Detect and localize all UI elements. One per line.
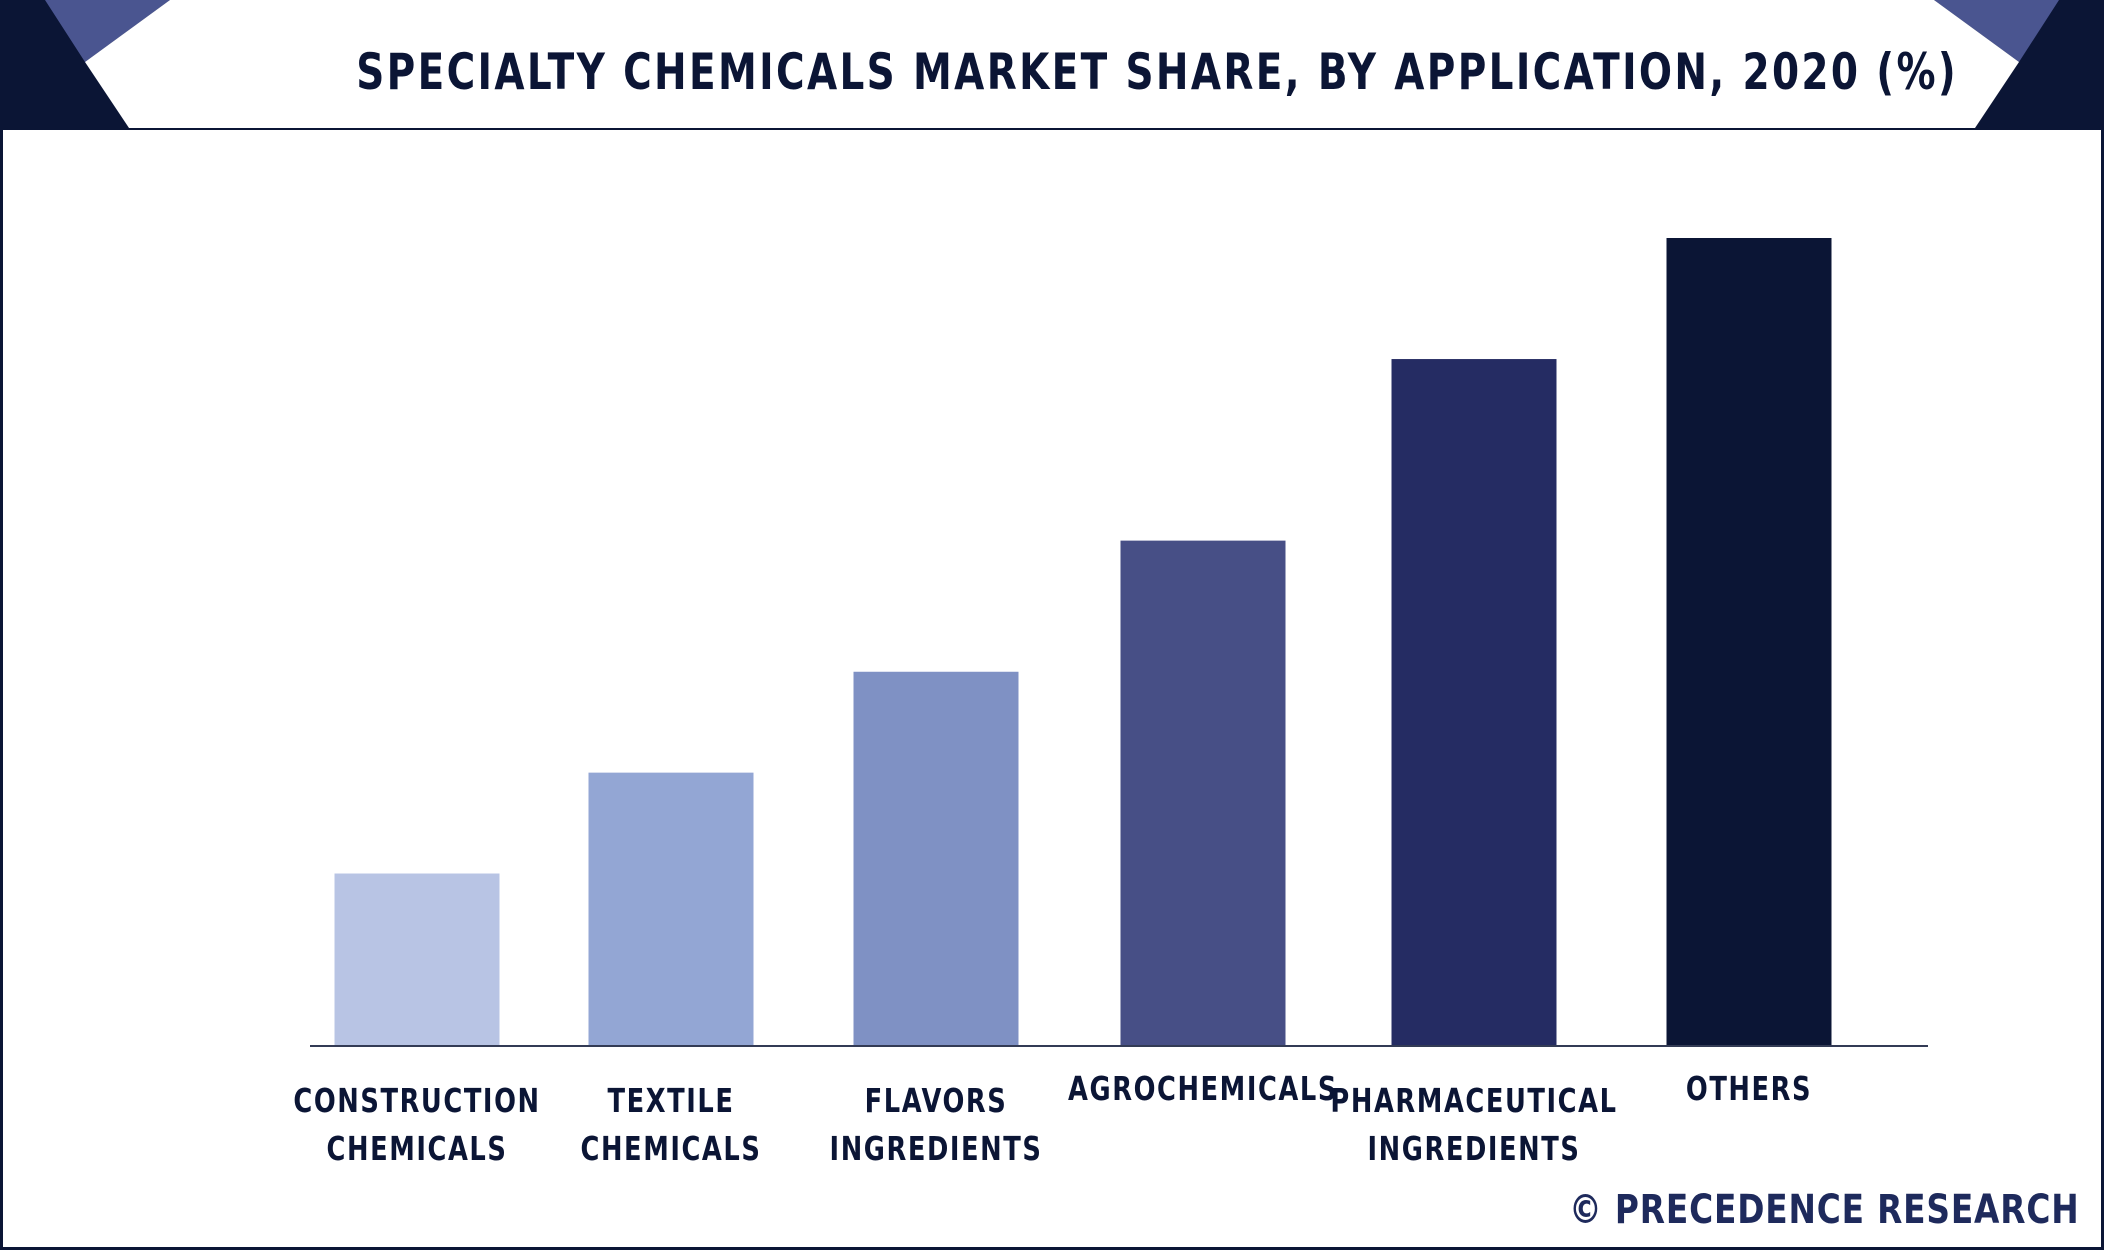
header-banner: [0, 0, 2104, 130]
category-label-5: OTHERS: [1686, 1070, 1812, 1108]
category-label-0: CONSTRUCTION CHEMICALS: [293, 1082, 540, 1168]
bar-4: [1391, 359, 1557, 1045]
brand-watermark: © PRECEDENCE RESEARCH: [1569, 1187, 2080, 1233]
bar-2: [853, 671, 1019, 1045]
category-label-3: AGROCHEMICALS: [1068, 1070, 1338, 1108]
bar-5: [1666, 238, 1832, 1045]
category-label-4: PHARMACEUTICAL INGREDIENTS: [1330, 1082, 1617, 1168]
category-label-1: TEXTILE CHEMICALS: [581, 1082, 762, 1168]
bar-3: [1120, 540, 1286, 1045]
bar-1: [588, 772, 754, 1045]
chart-title: SPECIALTY CHEMICALS MARKET SHARE, BY APP…: [356, 43, 1959, 101]
bar-0: [334, 873, 500, 1045]
category-label-2: FLAVORS INGREDIENTS: [830, 1082, 1043, 1168]
